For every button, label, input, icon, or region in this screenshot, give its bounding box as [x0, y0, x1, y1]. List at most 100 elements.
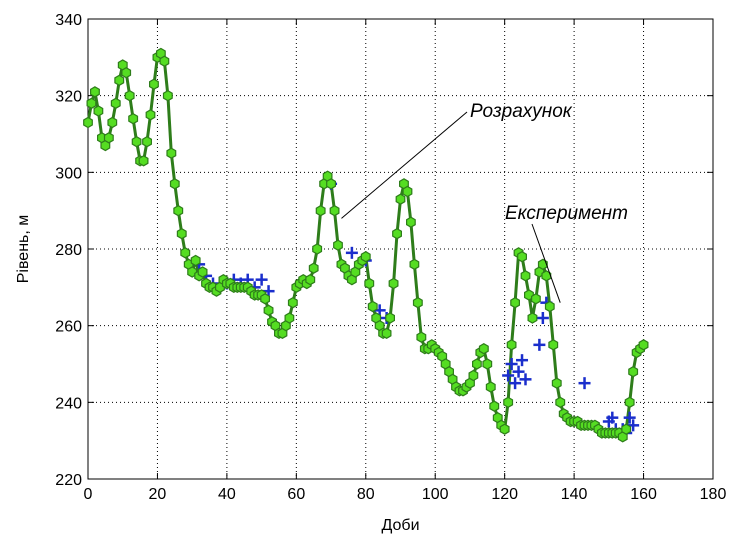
series-point-calc [180, 247, 191, 259]
series-point-exp [578, 377, 591, 390]
series-point-calc [124, 90, 135, 102]
series-point-calc [468, 369, 479, 382]
tick-marks [87, 18, 714, 480]
series-point-calc [409, 258, 420, 270]
series-point-calc [506, 339, 517, 351]
annotation-leader [531, 223, 561, 303]
series-point-calc [263, 304, 274, 316]
series-point-calc [551, 377, 562, 389]
series-point-exp [255, 273, 268, 286]
series-point-calc [110, 97, 121, 109]
series-point-calc [173, 205, 184, 217]
series-point-calc [517, 251, 528, 263]
x-tick-label: 40 [218, 486, 236, 503]
x-axis-label: Доби [381, 517, 419, 534]
series-point-exp [502, 369, 515, 382]
series-point-calc [121, 67, 132, 79]
series-point-calc [381, 327, 392, 339]
x-tick-label: 60 [287, 486, 305, 503]
series-point-calc [482, 358, 493, 370]
annotations: Розрахунок Експеримент [341, 101, 628, 303]
series-point-calc [465, 377, 475, 389]
series-point-calc [329, 205, 340, 217]
y-tick-label: 240 [55, 395, 82, 412]
x-tick-label: 160 [630, 486, 657, 503]
series-point-calc [287, 297, 298, 309]
series-point-calc [169, 178, 180, 190]
series-point-calc [638, 339, 649, 351]
series-point-calc [312, 243, 323, 255]
series-point-calc [392, 228, 402, 240]
series-point-calc [103, 132, 114, 144]
series-point-calc [503, 396, 514, 408]
x-tick-label: 180 [700, 486, 727, 503]
series-point-calc [93, 105, 104, 117]
series-point-calc [367, 300, 378, 313]
series-point-calc [145, 109, 156, 121]
series-point-exp [536, 312, 549, 324]
y-tick-label: 220 [55, 472, 82, 489]
series-point-exp [345, 246, 358, 259]
series-point-calc [162, 90, 173, 102]
y-tick-labels: 220 240 260 280 300 320 340 [55, 12, 82, 489]
series-point-calc [364, 277, 375, 290]
series-point-calc [114, 74, 125, 86]
series-point-calc [555, 396, 566, 408]
y-axis-label: Рівень, м [15, 215, 32, 284]
series-point-calc [166, 147, 177, 159]
series-point-calc [544, 300, 555, 313]
series-point-exp [505, 358, 518, 370]
y-tick-label: 320 [55, 89, 82, 106]
series-point-calc [149, 78, 159, 90]
series-point-calc [176, 228, 187, 240]
series-point-calc [416, 331, 427, 343]
series-point-calc [128, 113, 139, 125]
series-point-calc [308, 262, 319, 274]
series-point-calc [485, 381, 496, 393]
grid [88, 19, 713, 479]
series-point-calc [402, 185, 413, 198]
series-point-calc [284, 312, 295, 324]
series-point-calc [89, 86, 100, 98]
series-point-calc [83, 116, 93, 129]
series-point-calc [385, 312, 395, 324]
series-point-exp [516, 354, 529, 367]
series-point-calc [548, 339, 559, 351]
y-tick-label: 260 [55, 319, 82, 336]
series-point-calc [412, 297, 423, 309]
series-point-calc [541, 270, 552, 282]
series-point-calc [628, 366, 639, 378]
y-tick-label: 300 [55, 165, 82, 182]
y-tick-label: 340 [55, 12, 82, 29]
series-point-calc [621, 423, 632, 435]
series-point-calc [530, 293, 541, 305]
annotation-label: Розрахунок [470, 101, 573, 122]
series-point-calc [131, 136, 142, 148]
series-point-calc [360, 251, 371, 263]
x-tick-label: 20 [149, 486, 167, 503]
series-point-calc [395, 193, 406, 205]
series-point-calc [527, 312, 538, 324]
series-point-calc [472, 358, 482, 370]
annotation-label: Експеримент [505, 203, 628, 224]
series-point-calc [107, 116, 118, 129]
series-point-calc [478, 343, 489, 355]
series-point-calc [624, 396, 635, 408]
series-point-calc [197, 266, 208, 278]
x-tick-labels: 0 20 40 60 80 100 120 140 160 180 [84, 486, 727, 503]
series-point-calc [350, 266, 361, 278]
series-point-exp [606, 411, 619, 424]
series-point-calc [305, 274, 316, 286]
series-point-exp [512, 365, 525, 378]
series-point-calc [86, 97, 97, 109]
series-point-calc [190, 254, 201, 267]
x-tick-label: 100 [422, 486, 449, 503]
series-point-calc [260, 293, 270, 305]
series-point-calc [510, 297, 521, 309]
series-point-calc [406, 216, 416, 228]
series-point-calc [489, 400, 500, 412]
series-point-exp [519, 373, 532, 386]
series-point-calc [159, 55, 170, 67]
series-point-calc [499, 423, 510, 435]
series-point-calc [138, 155, 149, 167]
